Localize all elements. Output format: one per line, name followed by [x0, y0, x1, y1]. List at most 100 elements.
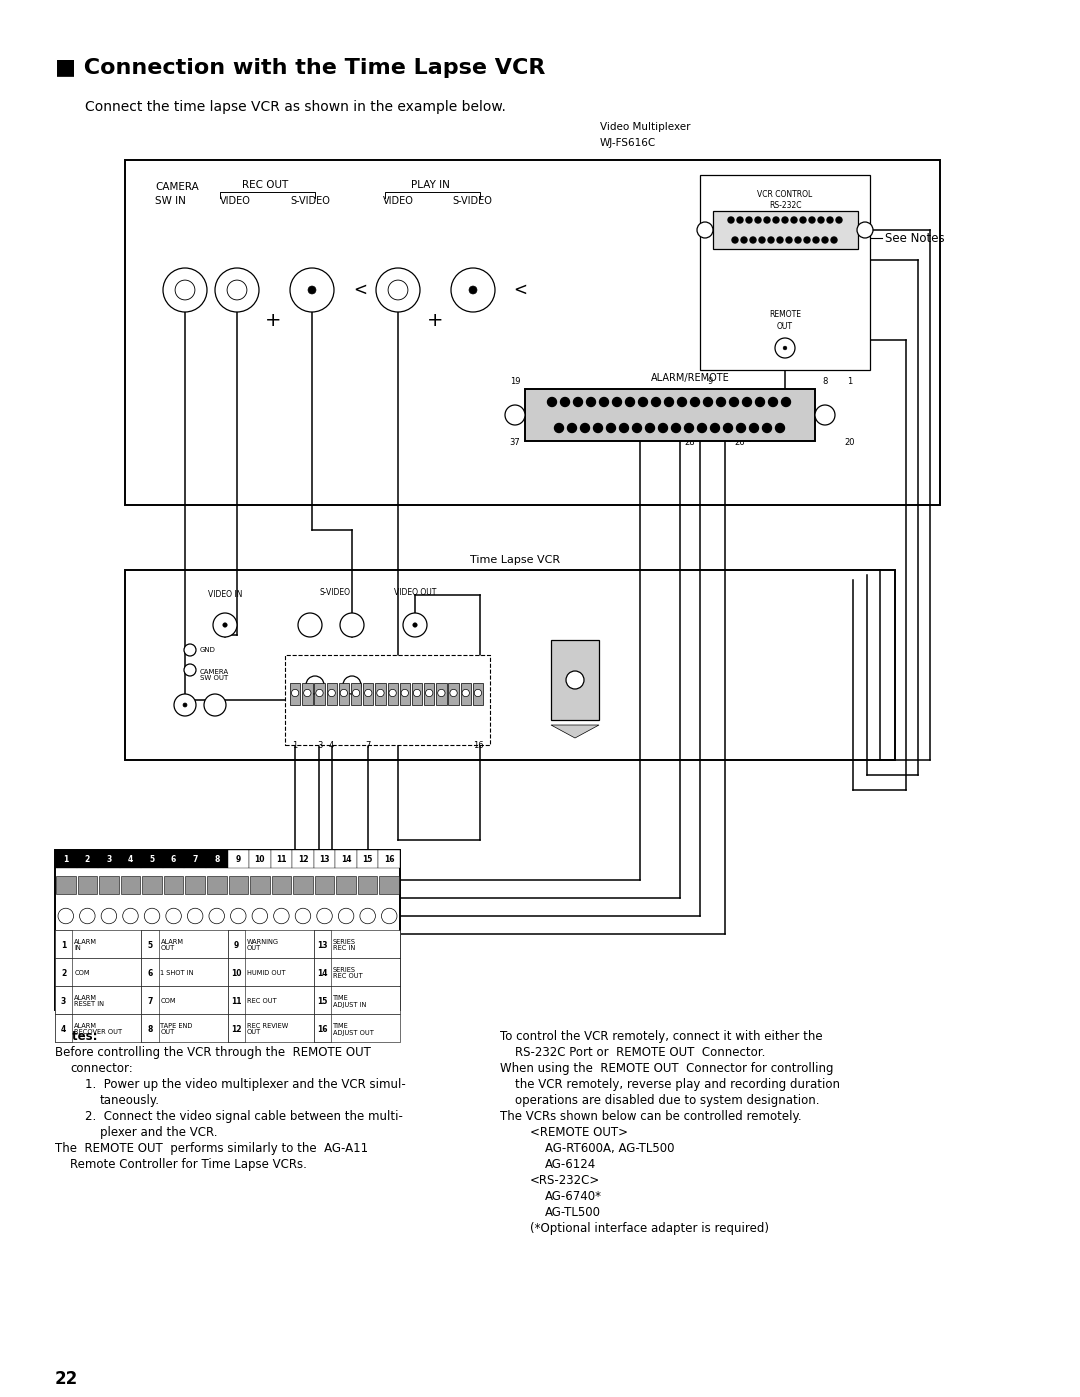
Circle shape: [607, 423, 616, 433]
Text: VCR CONTROL: VCR CONTROL: [757, 190, 812, 198]
Circle shape: [166, 908, 181, 923]
Text: Connect the time lapse VCR as shown in the example below.: Connect the time lapse VCR as shown in t…: [85, 101, 505, 115]
Bar: [55, 986, 72, 1014]
Bar: [376, 683, 386, 705]
Circle shape: [690, 398, 700, 407]
Bar: [314, 930, 330, 958]
Circle shape: [437, 689, 445, 697]
Text: ALARM
IN: ALARM IN: [75, 939, 97, 951]
Circle shape: [659, 423, 667, 433]
Bar: [314, 930, 400, 958]
Bar: [186, 876, 205, 894]
Circle shape: [204, 694, 226, 717]
Text: 1: 1: [63, 855, 68, 865]
Text: SW IN: SW IN: [156, 196, 186, 205]
Text: ALARM
OUT: ALARM OUT: [161, 939, 184, 951]
Circle shape: [340, 613, 364, 637]
Text: 4: 4: [329, 740, 335, 750]
Text: AG-6740*: AG-6740*: [545, 1190, 602, 1203]
Text: REC REVIEW
OUT: REC REVIEW OUT: [246, 1023, 288, 1035]
Circle shape: [401, 689, 408, 697]
Text: AG-RT600A, AG-TL500: AG-RT600A, AG-TL500: [545, 1141, 675, 1155]
Circle shape: [213, 613, 237, 637]
Text: Remote Controller for Time Lapse VCRs.: Remote Controller for Time Lapse VCRs.: [70, 1158, 307, 1171]
Text: 1.  Power up the video multiplexer and the VCR simul-: 1. Power up the video multiplexer and th…: [85, 1078, 406, 1091]
Text: RS-232C: RS-232C: [769, 201, 801, 210]
Bar: [314, 876, 335, 894]
Bar: [700, 175, 870, 370]
Circle shape: [338, 908, 354, 923]
Bar: [228, 849, 249, 868]
Text: OUT: OUT: [777, 321, 793, 331]
Text: plexer and the VCR.: plexer and the VCR.: [100, 1126, 217, 1139]
Circle shape: [123, 908, 138, 923]
Text: 1: 1: [60, 940, 66, 950]
Text: 4: 4: [127, 855, 133, 865]
Circle shape: [308, 286, 316, 293]
Circle shape: [775, 338, 795, 358]
Bar: [363, 683, 374, 705]
Circle shape: [800, 217, 806, 224]
Text: 2: 2: [60, 968, 66, 978]
Circle shape: [786, 237, 792, 243]
Circle shape: [638, 398, 648, 407]
Text: 6: 6: [171, 855, 176, 865]
Bar: [121, 876, 140, 894]
Bar: [713, 211, 858, 249]
Text: connector:: connector:: [70, 1062, 133, 1076]
Text: 9: 9: [707, 377, 713, 386]
Bar: [272, 876, 292, 894]
Circle shape: [227, 281, 247, 300]
Text: 3: 3: [316, 740, 322, 750]
Text: 1 SHOT IN: 1 SHOT IN: [161, 970, 194, 977]
Bar: [378, 849, 400, 868]
Circle shape: [548, 398, 556, 407]
Bar: [400, 683, 410, 705]
Text: 8: 8: [147, 1024, 152, 1034]
Bar: [98, 849, 120, 868]
Bar: [379, 876, 399, 894]
Circle shape: [184, 664, 195, 676]
Circle shape: [711, 423, 719, 433]
Text: 1: 1: [293, 740, 298, 750]
Circle shape: [414, 689, 420, 697]
Bar: [228, 986, 245, 1014]
Text: To control the VCR remotely, connect it with either the: To control the VCR remotely, connect it …: [500, 1030, 823, 1044]
Bar: [141, 958, 228, 986]
Circle shape: [183, 703, 187, 707]
Bar: [55, 930, 141, 958]
Bar: [99, 876, 119, 894]
Circle shape: [174, 694, 195, 717]
Bar: [143, 876, 162, 894]
Circle shape: [724, 423, 732, 433]
Circle shape: [716, 398, 726, 407]
Circle shape: [782, 217, 788, 224]
Text: 16: 16: [473, 740, 483, 750]
Text: +: +: [427, 310, 443, 330]
Circle shape: [360, 908, 376, 923]
Text: 7: 7: [192, 855, 198, 865]
Circle shape: [746, 217, 752, 224]
Circle shape: [561, 398, 569, 407]
Circle shape: [303, 689, 311, 697]
Circle shape: [625, 398, 635, 407]
Bar: [141, 930, 228, 958]
Circle shape: [612, 398, 621, 407]
Text: 10: 10: [231, 968, 241, 978]
Bar: [141, 930, 159, 958]
Text: The  REMOTE OUT  performs similarly to the  AG-A11: The REMOTE OUT performs similarly to the…: [55, 1141, 368, 1155]
Text: 2: 2: [84, 855, 90, 865]
Circle shape: [729, 398, 739, 407]
Circle shape: [315, 689, 323, 697]
Text: See Notes: See Notes: [885, 232, 945, 244]
Bar: [293, 876, 313, 894]
Text: Video Multiplexer: Video Multiplexer: [600, 122, 690, 131]
Bar: [326, 683, 337, 705]
Bar: [55, 849, 77, 868]
Circle shape: [737, 217, 743, 224]
Bar: [285, 655, 490, 745]
Bar: [314, 683, 325, 705]
Text: VIDEO: VIDEO: [382, 196, 414, 205]
Bar: [229, 876, 248, 894]
Text: 16: 16: [384, 855, 394, 865]
